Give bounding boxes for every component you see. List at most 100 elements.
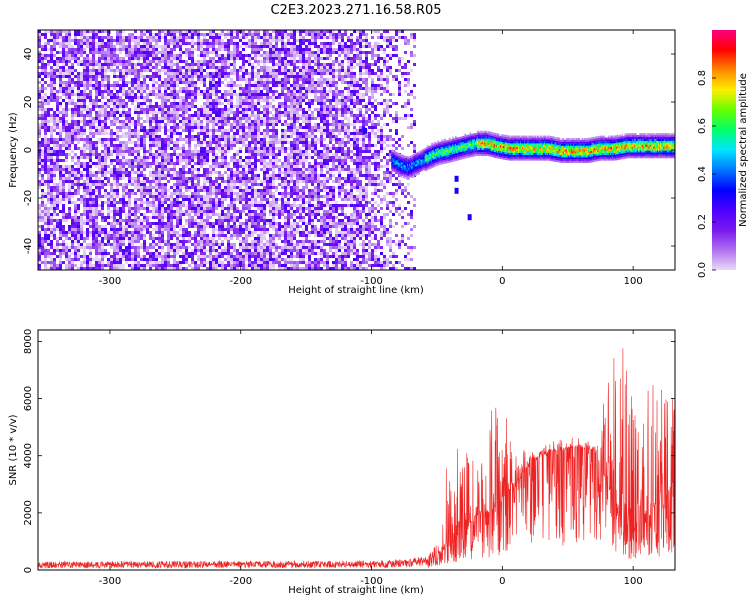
noise-cell (68, 78, 71, 81)
noise-cell (242, 168, 245, 171)
noise-cell (197, 168, 200, 171)
noise-cell (50, 54, 53, 57)
noise-cell (47, 48, 50, 51)
noise-cell (185, 159, 188, 162)
noise-cell (74, 183, 77, 186)
noise-cell (245, 198, 248, 201)
noise-cell (245, 228, 248, 231)
noise-cell (167, 153, 170, 156)
noise-cell (206, 210, 209, 213)
noise-cell (38, 234, 41, 237)
noise-cell (257, 81, 260, 84)
noise-cell (203, 75, 206, 78)
noise-cell (68, 177, 71, 180)
noise-cell (242, 264, 245, 267)
noise-cell (47, 252, 50, 255)
noise-cell (251, 123, 254, 126)
noise-cell (134, 222, 137, 225)
noise-cell (251, 264, 254, 267)
noise-cell (44, 180, 47, 183)
noise-cell (83, 102, 86, 105)
noise-cell (86, 87, 89, 90)
noise-cell (206, 102, 209, 105)
noise-cell (179, 240, 182, 243)
noise-cell (110, 162, 113, 165)
noise-cell (173, 261, 176, 264)
noise-cell (125, 162, 128, 165)
noise-cell (107, 87, 110, 90)
noise-cell (242, 57, 245, 60)
noise-cell (137, 198, 140, 201)
noise-cell (236, 228, 239, 231)
noise-cell (266, 177, 269, 180)
noise-cell (53, 144, 56, 147)
noise-cell (56, 72, 59, 75)
noise-cell (101, 228, 104, 231)
noise-cell (212, 228, 215, 231)
noise-cell (101, 51, 104, 54)
noise-cell (197, 189, 200, 192)
noise-cell (203, 171, 206, 174)
noise-cell (125, 63, 128, 66)
noise-cell (110, 48, 113, 51)
noise-cell (137, 219, 140, 222)
noise-cell (233, 165, 236, 168)
noise-cell (203, 117, 206, 120)
noise-cell (179, 186, 182, 189)
noise-cell (56, 168, 59, 171)
noise-cell (98, 228, 101, 231)
noise-cell (134, 108, 137, 111)
noise-cell (185, 210, 188, 213)
noise-cell (65, 168, 68, 171)
noise-cell (239, 189, 242, 192)
noise-cell (41, 87, 44, 90)
noise-cell (248, 180, 251, 183)
noise-cell (185, 117, 188, 120)
noise-cell (65, 129, 68, 132)
noise-cell (191, 198, 194, 201)
noise-cell (182, 120, 185, 123)
noise-cell (245, 84, 248, 87)
noise-cell (194, 144, 197, 147)
noise-cell (143, 78, 146, 81)
noise-cell (128, 126, 131, 129)
noise-cell (122, 204, 125, 207)
noise-cell (224, 45, 227, 48)
noise-cell (251, 93, 254, 96)
noise-cell (128, 33, 131, 36)
noise-cell (38, 246, 41, 249)
noise-cell (116, 258, 119, 261)
noise-cell (233, 198, 236, 201)
noise-cell (131, 240, 134, 243)
noise-cell (224, 114, 227, 117)
noise-cell (131, 66, 134, 69)
noise-cell (146, 108, 149, 111)
noise-cell (95, 126, 98, 129)
noise-cell (227, 141, 230, 144)
noise-cell (77, 30, 80, 33)
noise-cell (134, 39, 137, 42)
noise-cell (47, 114, 50, 117)
noise-cell (95, 87, 98, 90)
noise-cell (227, 144, 230, 147)
noise-cell (104, 141, 107, 144)
noise-cell (149, 210, 152, 213)
noise-cell (44, 36, 47, 39)
noise-cell (77, 165, 80, 168)
noise-cell (110, 54, 113, 57)
noise-cell (251, 255, 254, 258)
noise-cell (218, 243, 221, 246)
noise-cell (107, 36, 110, 39)
noise-cell (209, 258, 212, 261)
noise-cell (131, 246, 134, 249)
noise-cell (119, 87, 122, 90)
noise-cell (41, 126, 44, 129)
noise-cell (182, 183, 185, 186)
noise-cell (242, 132, 245, 135)
noise-cell (74, 123, 77, 126)
noise-cell (50, 117, 53, 120)
noise-cell (38, 129, 41, 132)
noise-cell (44, 192, 47, 195)
noise-cell (80, 84, 83, 87)
noise-cell (269, 144, 272, 147)
